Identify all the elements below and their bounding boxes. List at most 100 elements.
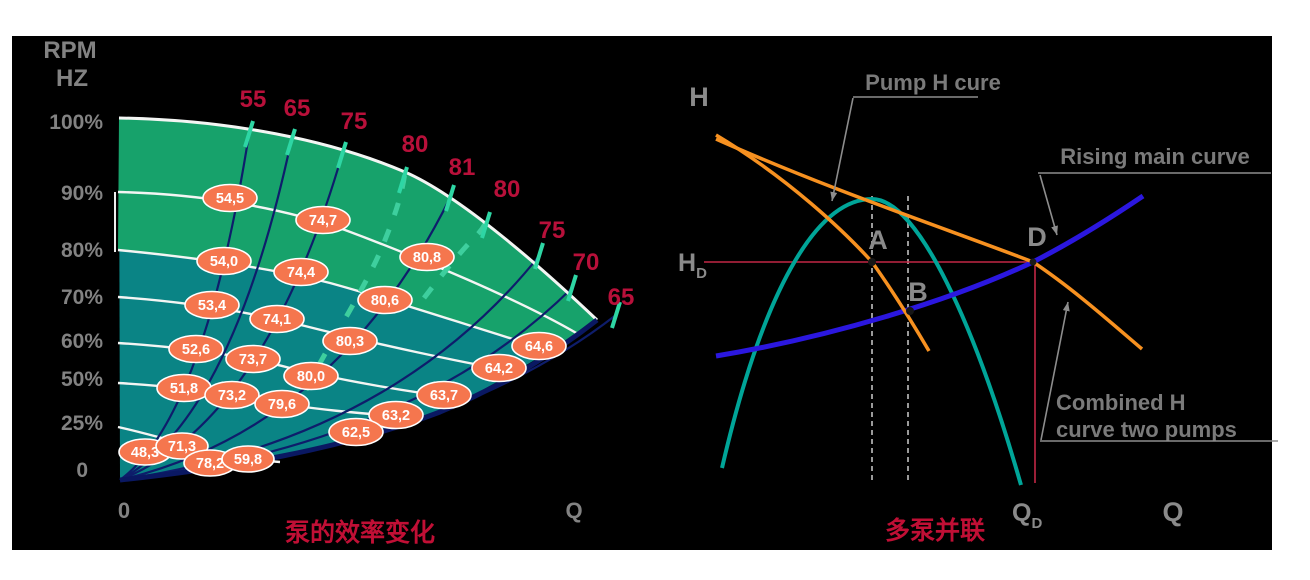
contour-label: 80 [402, 131, 429, 158]
teal-pump-curve [720, 196, 1023, 486]
pump-h-curve-arrow [830, 97, 854, 202]
contour-label: 80 [494, 176, 521, 203]
combined-h-curve [715, 137, 1144, 351]
rising-main-curve [715, 193, 1145, 359]
svg-text:71,3: 71,3 [168, 439, 196, 455]
efficiency-badge: 51,8 [156, 373, 212, 403]
y-axis-title-rpm: RPM [43, 37, 96, 64]
combined-curve-arrow [1040, 301, 1070, 441]
svg-text:74,7: 74,7 [309, 213, 337, 229]
qd-label: QD [1012, 499, 1042, 532]
y-tick: 100% [49, 111, 103, 134]
contour-label: 75 [539, 217, 566, 244]
point-a-dot [868, 258, 876, 266]
y-tick: 70% [61, 286, 103, 309]
svg-text:80,8: 80,8 [413, 250, 441, 266]
svg-text:53,4: 53,4 [198, 298, 226, 314]
right-chart: A B D Pump H cure Rising main curve Comb… [678, 70, 1278, 545]
efficiency-badge: 63,2 [368, 400, 424, 430]
efficiency-badge: 64,2 [471, 353, 527, 383]
svg-text:52,6: 52,6 [182, 342, 210, 358]
y-tick: 90% [61, 182, 103, 205]
contour-label: 70 [573, 249, 600, 276]
y-axis-ticks: 100% 90% 80% 70% 60% 50% 25% 0 [49, 111, 103, 482]
svg-text:64,2: 64,2 [485, 361, 513, 377]
boundary-ticks [243, 120, 622, 329]
svg-text:63,7: 63,7 [430, 388, 458, 404]
svg-text:74,1: 74,1 [263, 312, 291, 328]
efficiency-badge: 74,4 [273, 257, 329, 287]
efficiency-badge: 79,6 [254, 389, 310, 419]
efficiency-badges: 54,5 74,7 80,8 54,0 74,4 80,6 64,6 53,4 … [118, 183, 567, 477]
svg-text:80,6: 80,6 [371, 293, 399, 309]
x-origin-label: 0 [118, 498, 130, 523]
efficiency-badge: 80,8 [399, 242, 455, 272]
svg-text:64,6: 64,6 [525, 339, 553, 355]
efficiency-badge: 80,0 [283, 361, 339, 391]
svg-text:54,5: 54,5 [216, 191, 244, 207]
contour-label: 55 [240, 86, 267, 113]
svg-text:62,5: 62,5 [342, 425, 370, 441]
speed-curve-70 [117, 295, 513, 373]
svg-text:78,2: 78,2 [196, 456, 224, 472]
efficiency-badge: 52,6 [168, 334, 224, 364]
svg-text:79,6: 79,6 [268, 397, 296, 413]
combined-curve-label-line2: curve two pumps [1056, 417, 1237, 442]
point-a-label: A [868, 225, 888, 255]
svg-text:63,2: 63,2 [382, 408, 410, 424]
h-axis-label: H [689, 82, 709, 112]
contour-label: 65 [608, 284, 635, 311]
point-b-label: B [908, 277, 928, 307]
contour-label: 81 [449, 154, 476, 181]
x-axis-label: Q [565, 498, 582, 523]
efficiency-badge: 53,4 [184, 290, 240, 320]
svg-text:51,8: 51,8 [170, 381, 198, 397]
speed-curve-90 [117, 190, 579, 336]
combined-curve-label-line1: Combined H [1056, 390, 1186, 415]
point-d-label: D [1027, 222, 1047, 252]
efficiency-badge: 54,0 [196, 246, 252, 276]
efficiency-badge: 80,6 [357, 285, 413, 315]
svg-text:80,0: 80,0 [297, 369, 325, 385]
svg-text:73,7: 73,7 [239, 352, 267, 368]
efficiency-badge: 59,8 [221, 445, 275, 473]
efficiency-badge: 74,7 [295, 205, 351, 235]
y-tick: 25% [61, 412, 103, 435]
efficiency-badge: 62,5 [328, 417, 384, 447]
y-tick: 0 [76, 459, 88, 482]
y-tick: 60% [61, 330, 103, 353]
right-chart-title: 多泵并联 [885, 516, 985, 545]
svg-text:59,8: 59,8 [234, 452, 262, 468]
efficiency-badge: 54,5 [202, 183, 258, 213]
speed-curve-80 [117, 248, 557, 354]
point-b-dot [906, 307, 914, 315]
efficiency-badge: 73,7 [225, 344, 281, 374]
efficiency-badge: 63,7 [416, 380, 472, 410]
bep-dashed-curve [303, 171, 408, 392]
hd-label: HD [678, 249, 707, 282]
contour-labels: 55 65 75 80 81 80 75 70 65 [240, 86, 635, 311]
rising-main-curve-arrow [1039, 174, 1058, 236]
rising-main-curve-label: Rising main curve [1060, 144, 1250, 169]
svg-text:73,2: 73,2 [218, 388, 246, 404]
efficiency-badge: 74,1 [249, 304, 305, 334]
efficiency-badge: 64,6 [511, 331, 567, 361]
pump-h-curve [715, 133, 931, 352]
efficiency-badge: 80,3 [322, 326, 378, 356]
svg-text:80,3: 80,3 [336, 334, 364, 350]
efficiency-badge: 73,2 [204, 380, 260, 410]
y-axis-title-hz: HZ [56, 65, 88, 92]
point-d-dot [1029, 258, 1037, 266]
contour-label: 75 [341, 108, 368, 135]
q-axis-label: Q [1162, 497, 1183, 527]
svg-text:48,3: 48,3 [131, 445, 159, 461]
svg-text:54,0: 54,0 [210, 254, 238, 270]
contour-label: 65 [284, 95, 311, 122]
svg-text:74,4: 74,4 [287, 265, 315, 281]
left-chart-title: 泵的效率变化 [285, 518, 435, 547]
y-tick: 50% [61, 368, 103, 391]
left-chart: 55 65 75 80 81 80 75 70 65 54,5 74,7 80,… [43, 37, 634, 547]
y-tick: 80% [61, 239, 103, 262]
